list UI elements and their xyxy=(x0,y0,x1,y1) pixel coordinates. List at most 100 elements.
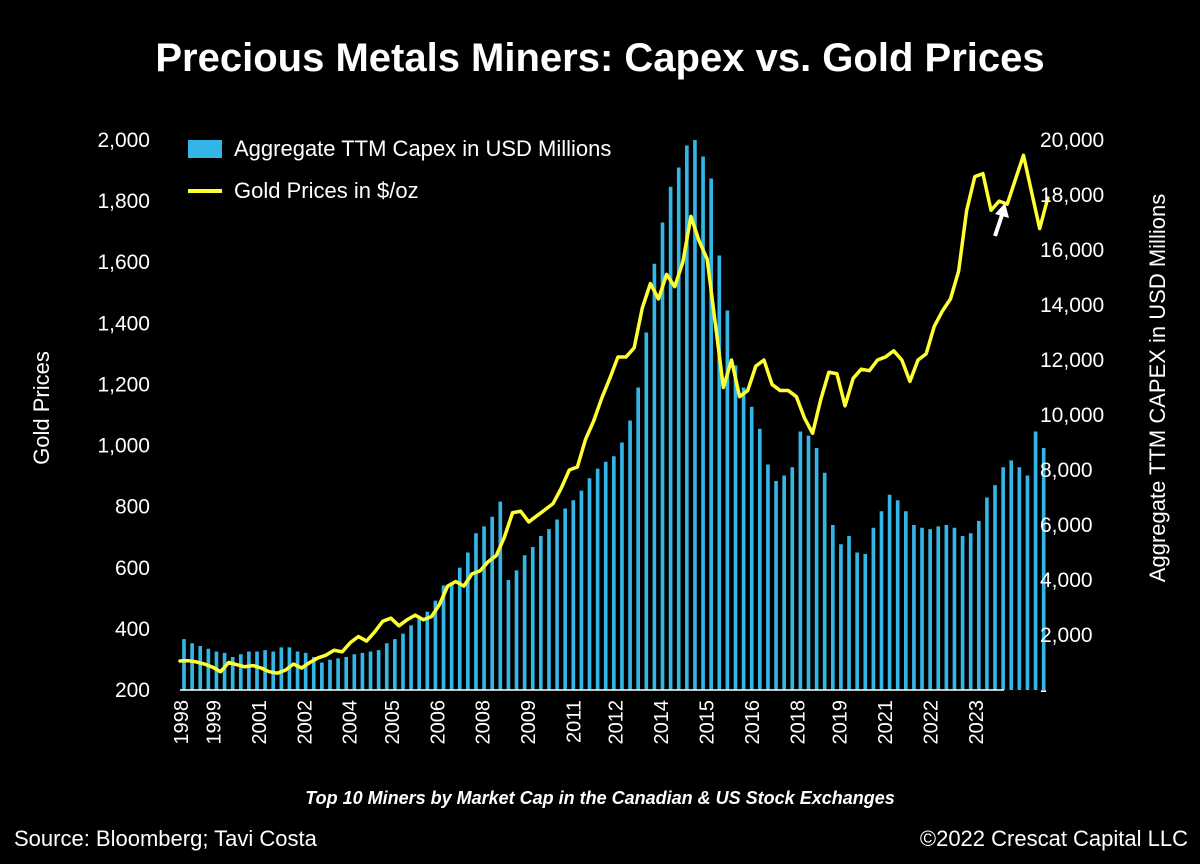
capex-bar xyxy=(311,657,316,690)
y-right-tick-label: 18,000 xyxy=(1040,184,1104,207)
y-axis-left-title: Gold Prices xyxy=(29,351,54,465)
capex-bar xyxy=(457,567,462,691)
capex-bar xyxy=(709,178,713,690)
capex-bar xyxy=(676,167,681,690)
capex-bar xyxy=(409,625,413,691)
x-tick-label: 2014 xyxy=(651,700,673,745)
capex-bar xyxy=(182,639,186,691)
capex-bar xyxy=(320,662,324,690)
capex-bar xyxy=(636,387,640,690)
y-right-tick-label: 14,000 xyxy=(1040,294,1104,317)
y-left-tick-label: 800 xyxy=(115,496,150,519)
capex-bar xyxy=(895,500,900,690)
capex-bar xyxy=(474,533,478,690)
capex-bar xyxy=(758,428,762,690)
y-left-tick-label: 1,000 xyxy=(97,435,150,458)
capex-bar xyxy=(563,508,568,690)
capex-bar xyxy=(425,611,430,691)
capex-bar xyxy=(855,552,859,690)
capex-bar xyxy=(595,468,600,691)
y-axis-right-title: Aggregate TTM CAPEX in USD Millions xyxy=(1145,193,1170,583)
capex-bar xyxy=(944,525,949,690)
capex-bar xyxy=(466,552,470,690)
capex-bar xyxy=(384,643,389,690)
y-left-tick-label: 1,400 xyxy=(97,312,150,335)
x-tick-label: 2018 xyxy=(787,700,809,745)
capex-bar xyxy=(879,511,884,690)
capex-bar xyxy=(693,140,697,690)
x-tick-label: 1999 xyxy=(203,700,225,745)
x-tick-label: 2012 xyxy=(606,700,628,745)
y-right-tick-label: 6,000 xyxy=(1040,514,1093,537)
capex-bar xyxy=(976,520,981,691)
capex-bar xyxy=(668,186,673,690)
capex-bar xyxy=(798,431,803,690)
capex-bar xyxy=(790,467,795,690)
y-left-tick-label: 1,800 xyxy=(97,190,150,213)
x-tick-label: 2015 xyxy=(697,700,719,745)
legend: Aggregate TTM Capex in USD Millions Gold… xyxy=(188,128,611,212)
capex-bar xyxy=(814,448,819,690)
capex-bar xyxy=(830,525,835,690)
capex-bar xyxy=(539,536,543,690)
y-right-tick-label: 8,000 xyxy=(1040,459,1093,482)
capex-bar xyxy=(514,570,519,691)
y-left-tick-label: 600 xyxy=(115,557,150,580)
capex-bar xyxy=(368,651,373,690)
capex-bar xyxy=(490,516,495,690)
capex-bar xyxy=(871,527,876,690)
capex-bar xyxy=(822,472,827,690)
capex-bar xyxy=(279,647,284,691)
capex-bar xyxy=(774,481,778,690)
y-left-tick-label: 1,200 xyxy=(97,373,150,396)
capex-bar xyxy=(530,547,535,690)
capex-bar xyxy=(328,659,332,690)
capex-bar xyxy=(903,511,908,690)
capex-bar xyxy=(928,529,932,691)
capex-bar xyxy=(912,525,916,690)
capex-bar xyxy=(1001,467,1005,690)
capex-bar xyxy=(968,533,973,690)
chart-title: Precious Metals Miners: Capex vs. Gold P… xyxy=(155,36,1045,80)
capex-bar xyxy=(1009,460,1014,691)
chart-subtitle: Top 10 Miners by Market Cap in the Canad… xyxy=(305,788,895,808)
x-tick-label: 2019 xyxy=(830,700,852,745)
capex-bar xyxy=(725,310,730,690)
y-left-tick-label: 200 xyxy=(115,679,150,702)
capex-bar xyxy=(701,156,705,690)
gold-line-layer xyxy=(178,153,1050,675)
copyright-note: ©2022 Crescat Capital LLC xyxy=(919,826,1188,851)
x-tick-label: 2008 xyxy=(473,700,495,745)
capex-bar xyxy=(206,648,211,690)
capex-bar xyxy=(449,584,454,691)
capex-bar xyxy=(555,519,559,690)
legend-item-capex: Aggregate TTM Capex in USD Millions xyxy=(188,128,611,170)
gold-swatch xyxy=(188,189,222,193)
legend-label-capex: Aggregate TTM Capex in USD Millions xyxy=(234,136,612,161)
capex-bar xyxy=(190,643,194,690)
capex-bar xyxy=(255,651,259,690)
x-tick-label: 2023 xyxy=(966,700,988,745)
capex-bar xyxy=(782,475,786,690)
capex-bar xyxy=(603,461,608,690)
capex-bar xyxy=(936,526,941,691)
capex-bar xyxy=(847,536,851,690)
y-right-tick-label: 2,000 xyxy=(1040,624,1093,647)
capex-bar xyxy=(766,464,770,690)
x-tick-label: 2006 xyxy=(427,700,449,745)
capex-bar xyxy=(222,652,227,691)
y-right-tick-label: - xyxy=(1040,679,1047,702)
gold-price-line xyxy=(178,153,1050,675)
capex-bar xyxy=(498,501,503,691)
capex-bar xyxy=(620,442,624,690)
capex-bar xyxy=(806,435,811,691)
y-right-tick-label: 10,000 xyxy=(1040,404,1104,427)
capex-bar xyxy=(1041,448,1046,690)
capex-bar xyxy=(741,387,746,690)
capex-bar xyxy=(993,485,997,691)
capex-bar xyxy=(433,600,438,691)
capex-bar xyxy=(863,553,868,691)
capex-bar xyxy=(344,657,349,690)
x-tick-label: 2002 xyxy=(294,700,316,745)
